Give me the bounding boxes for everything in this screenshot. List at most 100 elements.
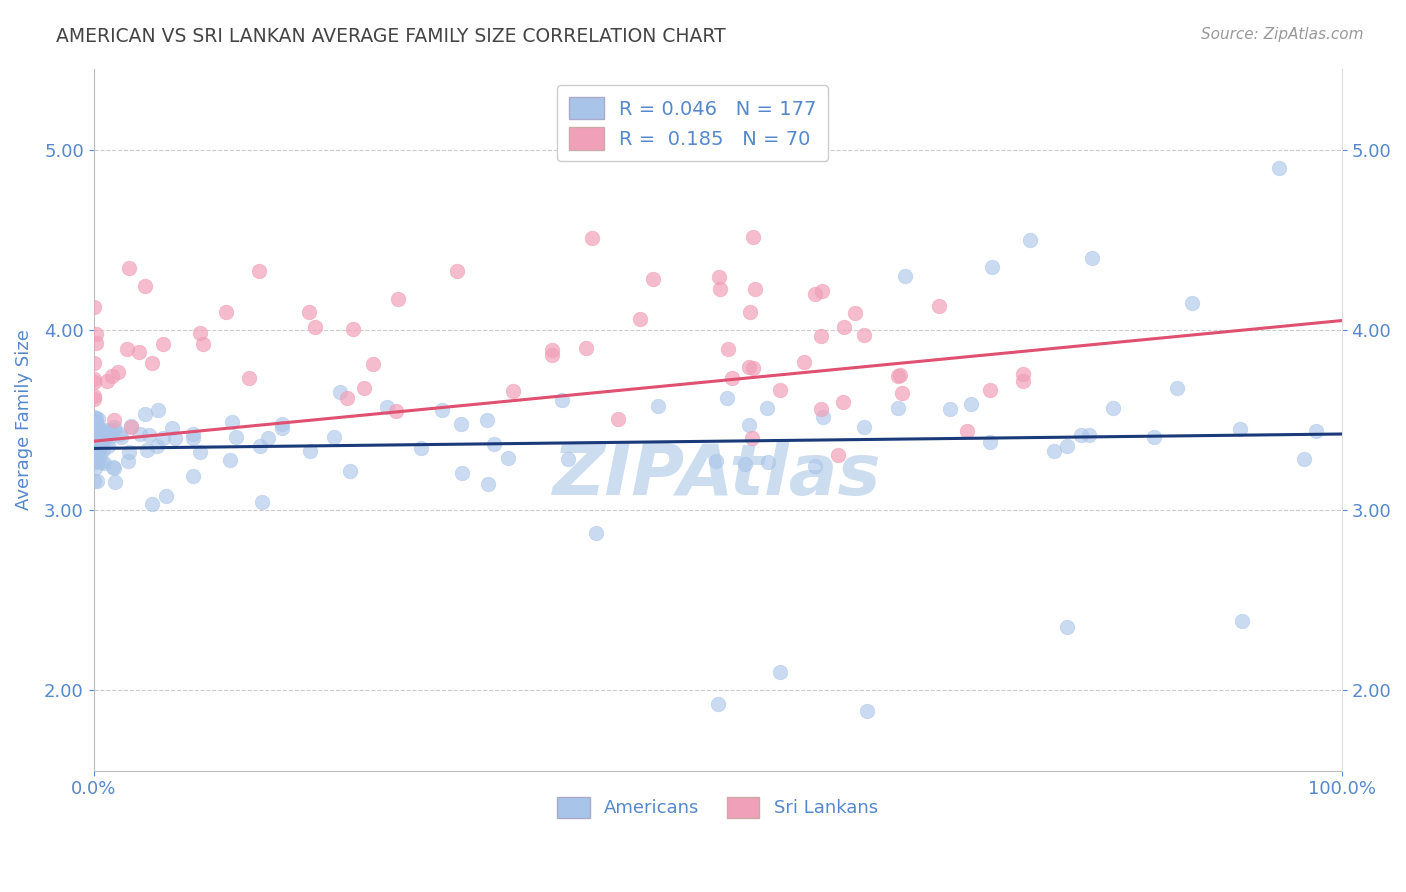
Point [84, 443, 107, 458]
Point [756, 455, 779, 469]
Point [250, 495, 273, 509]
Point [1081, 251, 1104, 265]
Point [83, 439, 105, 453]
Point [188, 445, 211, 459]
Point [1230, 614, 1253, 628]
Point [740, 305, 762, 319]
Point [844, 306, 866, 320]
Point [83, 443, 105, 458]
Point [84, 461, 107, 475]
Point [804, 459, 827, 474]
Point [83, 438, 105, 452]
Text: AMERICAN VS SRI LANKAN AVERAGE FAMILY SIZE CORRELATION CHART: AMERICAN VS SRI LANKAN AVERAGE FAMILY SI… [56, 27, 725, 45]
Point [97, 439, 120, 453]
Point [83, 443, 105, 458]
Point [152, 337, 174, 351]
Point [893, 268, 915, 283]
Point [84, 449, 107, 463]
Point [738, 417, 761, 432]
Point [721, 371, 744, 385]
Point [83, 433, 105, 447]
Point [581, 231, 603, 245]
Point [810, 328, 832, 343]
Point [361, 357, 384, 371]
Point [742, 230, 765, 244]
Point [804, 286, 827, 301]
Point [96, 374, 118, 388]
Point [86, 336, 108, 351]
Point [91, 426, 114, 441]
Point [1056, 439, 1078, 453]
Point [717, 342, 740, 356]
Point [1292, 452, 1315, 467]
Point [83, 454, 105, 468]
Point [117, 261, 139, 276]
Point [83, 356, 105, 370]
Point [575, 342, 598, 356]
Point [90, 433, 112, 447]
Point [83, 440, 105, 454]
Point [141, 356, 163, 370]
Point [108, 426, 131, 441]
Point [152, 431, 174, 445]
Point [188, 326, 211, 340]
Point [90, 436, 112, 450]
Point [91, 443, 114, 458]
Point [93, 456, 115, 470]
Point [1043, 443, 1066, 458]
Point [606, 412, 628, 426]
Point [939, 402, 962, 417]
Point [257, 431, 280, 445]
Point [225, 430, 247, 444]
Point [541, 348, 564, 362]
Point [450, 417, 472, 431]
Point [83, 426, 105, 441]
Legend: Americans, Sri Lankans: Americans, Sri Lankans [550, 789, 884, 825]
Point [551, 392, 574, 407]
Point [769, 665, 792, 679]
Point [1268, 161, 1291, 175]
Text: ZIPAtlas: ZIPAtlas [554, 442, 882, 510]
Y-axis label: Average Family Size: Average Family Size [15, 329, 32, 510]
Point [91, 427, 114, 442]
Point [1102, 401, 1125, 415]
Point [86, 412, 108, 426]
Point [484, 436, 506, 450]
Point [981, 260, 1004, 274]
Point [827, 449, 849, 463]
Point [134, 278, 156, 293]
Point [101, 369, 124, 384]
Point [353, 381, 375, 395]
Point [446, 264, 468, 278]
Point [84, 433, 107, 447]
Point [832, 395, 855, 409]
Point [87, 439, 110, 453]
Point [87, 445, 110, 459]
Point [641, 271, 664, 285]
Point [979, 383, 1001, 397]
Point [101, 459, 124, 474]
Point [477, 413, 499, 427]
Point [856, 704, 879, 718]
Point [298, 444, 321, 458]
Point [83, 451, 105, 466]
Point [94, 425, 117, 440]
Point [811, 409, 834, 424]
Point [83, 430, 105, 444]
Point [155, 489, 177, 503]
Point [93, 425, 115, 439]
Point [853, 420, 876, 434]
Point [160, 421, 183, 435]
Point [238, 370, 260, 384]
Point [409, 442, 432, 456]
Point [120, 418, 142, 433]
Text: Source: ZipAtlas.com: Source: ZipAtlas.com [1201, 27, 1364, 42]
Point [87, 455, 110, 469]
Point [83, 419, 105, 434]
Point [707, 269, 730, 284]
Point [1166, 380, 1188, 394]
Point [93, 430, 115, 444]
Point [86, 474, 108, 488]
Point [103, 423, 125, 437]
Point [219, 453, 242, 467]
